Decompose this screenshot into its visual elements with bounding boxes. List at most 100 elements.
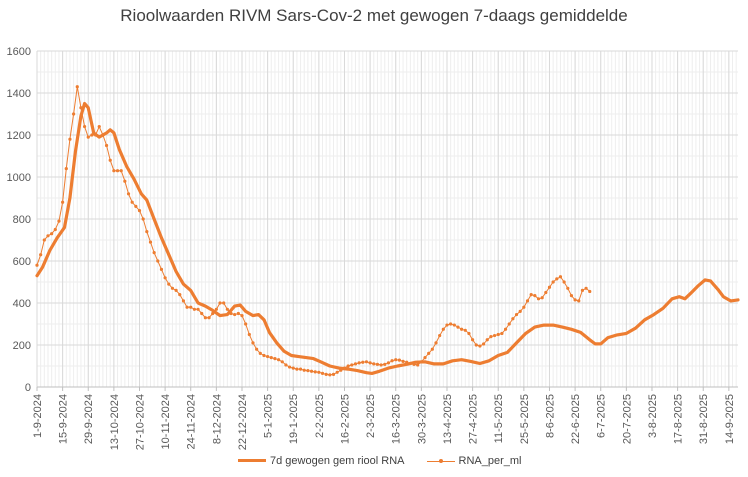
chart-title: Rioolwaarden RIVM Sars-Cov-2 met gewogen…	[120, 6, 628, 25]
data-point-rna-per-ml	[225, 307, 229, 311]
data-point-rna-per-ml	[291, 366, 295, 370]
data-point-rna-per-ml	[287, 365, 292, 369]
series-layer	[35, 85, 740, 377]
data-point-rna-per-ml	[222, 301, 226, 305]
data-point-rna-per-ml	[368, 361, 372, 365]
data-point-rna-per-ml	[53, 227, 57, 232]
data-point-rna-per-ml	[163, 276, 167, 280]
data-point-rna-per-ml	[174, 288, 178, 292]
data-point-rna-per-ml	[544, 290, 548, 295]
x-tick-label: 15-9-2024	[58, 394, 70, 444]
data-point-rna-per-ml	[35, 263, 39, 267]
data-point-rna-per-ml	[295, 367, 299, 371]
x-tick-label: 8-12-2024	[211, 394, 223, 444]
data-point-rna-per-ml	[518, 309, 522, 313]
data-point-rna-per-ml	[178, 293, 182, 297]
data-point-rna-per-ml	[137, 209, 142, 213]
data-point-rna-per-ml	[471, 338, 475, 342]
data-point-rna-per-ml	[119, 169, 123, 173]
data-point-rna-per-ml	[375, 362, 380, 366]
data-point-rna-per-ml	[379, 363, 383, 367]
data-point-rna-per-ml	[207, 316, 211, 320]
data-point-rna-per-ml	[353, 362, 358, 366]
data-point-rna-per-ml	[357, 361, 361, 365]
legend-item-smoothed: 7d gewogen gem riool RNA	[238, 455, 405, 467]
data-point-rna-per-ml	[474, 343, 478, 347]
data-point-rna-per-ml	[438, 333, 442, 338]
data-point-rna-per-ml	[481, 342, 486, 346]
data-point-rna-per-ml	[485, 338, 489, 342]
data-point-rna-per-ml	[346, 364, 350, 368]
data-point-rna-per-ml	[86, 135, 90, 139]
y-tick-label: 1400	[7, 88, 31, 100]
data-point-rna-per-ml	[236, 311, 240, 316]
data-point-rna-per-ml	[478, 344, 482, 348]
data-point-rna-per-ml	[460, 327, 464, 331]
data-point-rna-per-ml	[159, 267, 164, 271]
data-point-rna-per-ml	[130, 200, 134, 204]
data-point-rna-per-ml	[566, 286, 570, 290]
data-point-rna-per-ml	[203, 316, 207, 320]
data-point-rna-per-ml	[298, 367, 303, 371]
data-point-rna-per-ml	[416, 363, 420, 367]
data-point-rna-per-ml	[251, 341, 255, 345]
x-tick-label: 5-1-2025	[263, 394, 275, 438]
data-point-rna-per-ml	[181, 299, 186, 303]
data-point-rna-per-ml	[430, 347, 434, 351]
x-tick-label: 30-3-2025	[416, 394, 428, 444]
data-point-rna-per-ml	[247, 332, 251, 337]
legend-label-raw: RNA_per_ml	[458, 455, 522, 467]
data-point-rna-per-ml	[588, 289, 592, 294]
y-tick-label: 800	[13, 214, 31, 226]
x-tick-label: 27-4-2025	[468, 394, 480, 444]
data-point-rna-per-ml	[141, 217, 145, 221]
data-point-rna-per-ml	[200, 311, 204, 316]
data-point-rna-per-ml	[309, 369, 314, 373]
data-point-rna-per-ml	[324, 372, 328, 376]
x-tick-label: 2-2-2025	[314, 394, 326, 438]
x-tick-label: 10-11-2024	[160, 394, 172, 449]
x-tick-label: 17-8-2025	[673, 394, 685, 444]
data-point-rna-per-ml	[104, 143, 109, 148]
data-point-rna-per-ml	[170, 286, 175, 290]
data-point-rna-per-ml	[467, 331, 471, 336]
data-point-rna-per-ml	[383, 362, 387, 366]
x-tick-label: 1-9-2024	[32, 394, 44, 438]
data-point-rna-per-ml	[529, 293, 533, 297]
x-tick-label: 19-1-2025	[288, 394, 300, 444]
x-tick-label: 31-8-2025	[698, 394, 710, 444]
data-point-rna-per-ml	[555, 277, 559, 281]
data-point-rna-per-ml	[185, 305, 189, 309]
data-point-rna-per-ml	[50, 232, 54, 236]
data-point-rna-per-ml	[218, 301, 222, 305]
data-point-rna-per-ml	[57, 219, 61, 223]
data-point-rna-per-ml	[434, 341, 438, 345]
data-point-rna-per-ml	[500, 331, 504, 336]
x-tick-label: 22-12-2024	[237, 394, 249, 450]
x-tick-label: 13-10-2024	[109, 394, 121, 450]
data-point-rna-per-ml	[522, 305, 526, 309]
data-point-rna-per-ml	[233, 312, 237, 317]
data-point-rna-per-ml	[584, 286, 588, 290]
data-point-rna-per-ml	[449, 322, 453, 326]
y-tick-label: 600	[13, 256, 31, 268]
series-line-rna-per-ml	[36, 86, 591, 376]
data-point-rna-per-ml	[68, 137, 72, 141]
data-point-rna-per-ml	[331, 372, 336, 376]
data-point-rna-per-ml	[335, 370, 339, 374]
data-point-rna-per-ml	[386, 361, 391, 365]
data-point-rna-per-ml	[456, 325, 460, 329]
data-point-rna-per-ml	[313, 370, 317, 374]
data-point-rna-per-ml	[372, 362, 376, 366]
data-point-rna-per-ml	[580, 288, 585, 292]
data-point-rna-per-ml	[463, 328, 467, 332]
data-point-rna-per-ml	[262, 353, 266, 358]
data-point-rna-per-ml	[134, 204, 138, 208]
data-point-rna-per-ml	[269, 356, 273, 360]
x-tick-label: 11-5-2025	[493, 394, 505, 443]
data-point-rna-per-ml	[152, 251, 156, 255]
data-point-rna-per-ml	[533, 294, 537, 298]
legend-item-raw: RNA_per_ml	[426, 455, 522, 467]
legend-label-smoothed: 7d gewogen gem riool RNA	[270, 455, 405, 467]
